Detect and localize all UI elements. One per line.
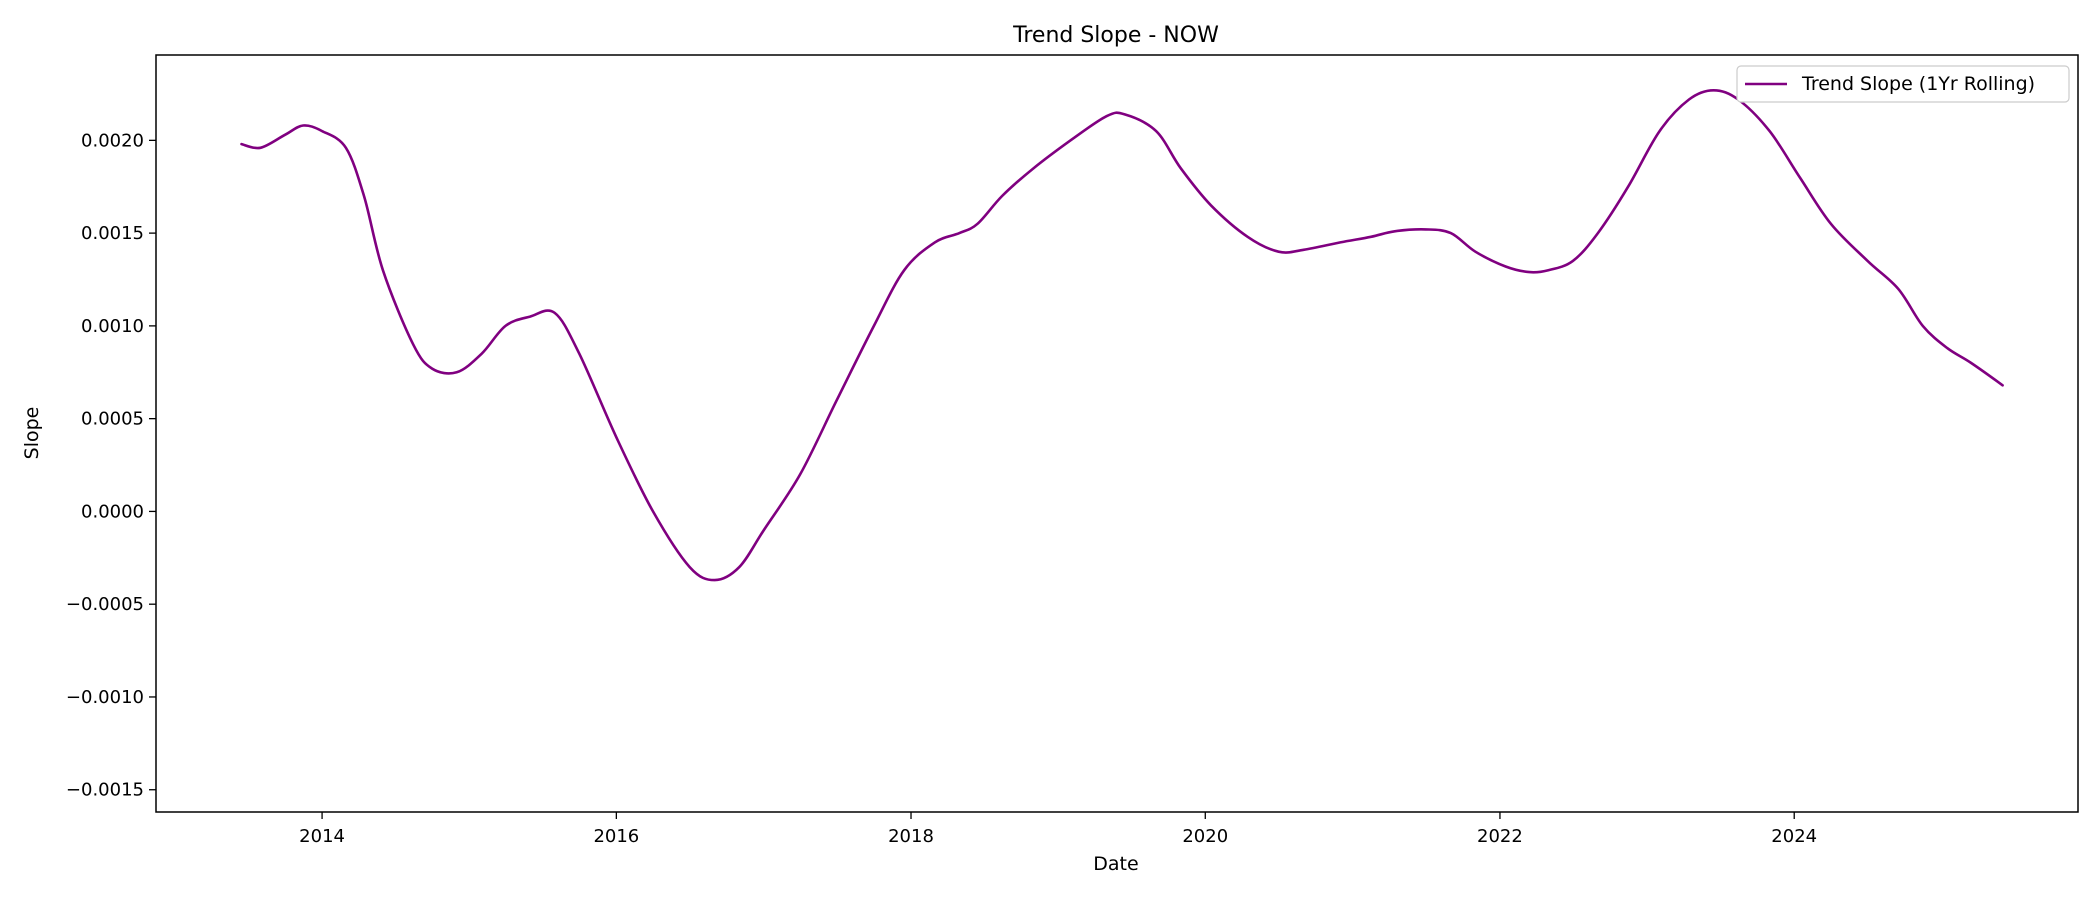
y-axis-ticks: 0.0020 0.0015 0.0010 0.0005 0.0000 −0.0005 −0.… — [66, 130, 156, 801]
legend: Trend Slope (1Yr Rolling) — [1736, 65, 2070, 103]
y-tick-label: 0.0015 — [81, 223, 144, 244]
plot-area — [155, 54, 2079, 813]
series-line-trend-slope — [240, 89, 2004, 582]
x-tick-label: 2020 — [1182, 826, 1228, 847]
x-tick-label: 2022 — [1477, 826, 1523, 847]
x-tick-label: 2018 — [888, 826, 934, 847]
plot-frame — [155, 54, 2079, 813]
y-tick-label: 0.0005 — [81, 409, 144, 430]
y-tick-label: 0.0010 — [81, 316, 144, 337]
y-tick-label: −0.0015 — [66, 780, 144, 801]
x-tick-label: 2016 — [593, 826, 639, 847]
y-tick-label: 0.0000 — [81, 501, 144, 522]
y-tick-label: −0.0005 — [66, 594, 144, 615]
legend-box — [1736, 65, 2070, 103]
chart-title: Trend Slope - NOW — [1012, 23, 1219, 48]
y-tick-label: 0.0020 — [81, 130, 144, 151]
x-tick-label: 2014 — [299, 826, 345, 847]
x-tick-label: 2024 — [1771, 826, 1817, 847]
y-tick-label: −0.0010 — [66, 687, 144, 708]
x-axis-ticks: 2014 2016 2018 2020 2022 2024 — [299, 812, 1817, 847]
y-axis-label: Slope — [21, 407, 43, 460]
legend-label: Trend Slope (1Yr Rolling) — [1801, 73, 2035, 95]
x-axis-label: Date — [1093, 853, 1138, 875]
